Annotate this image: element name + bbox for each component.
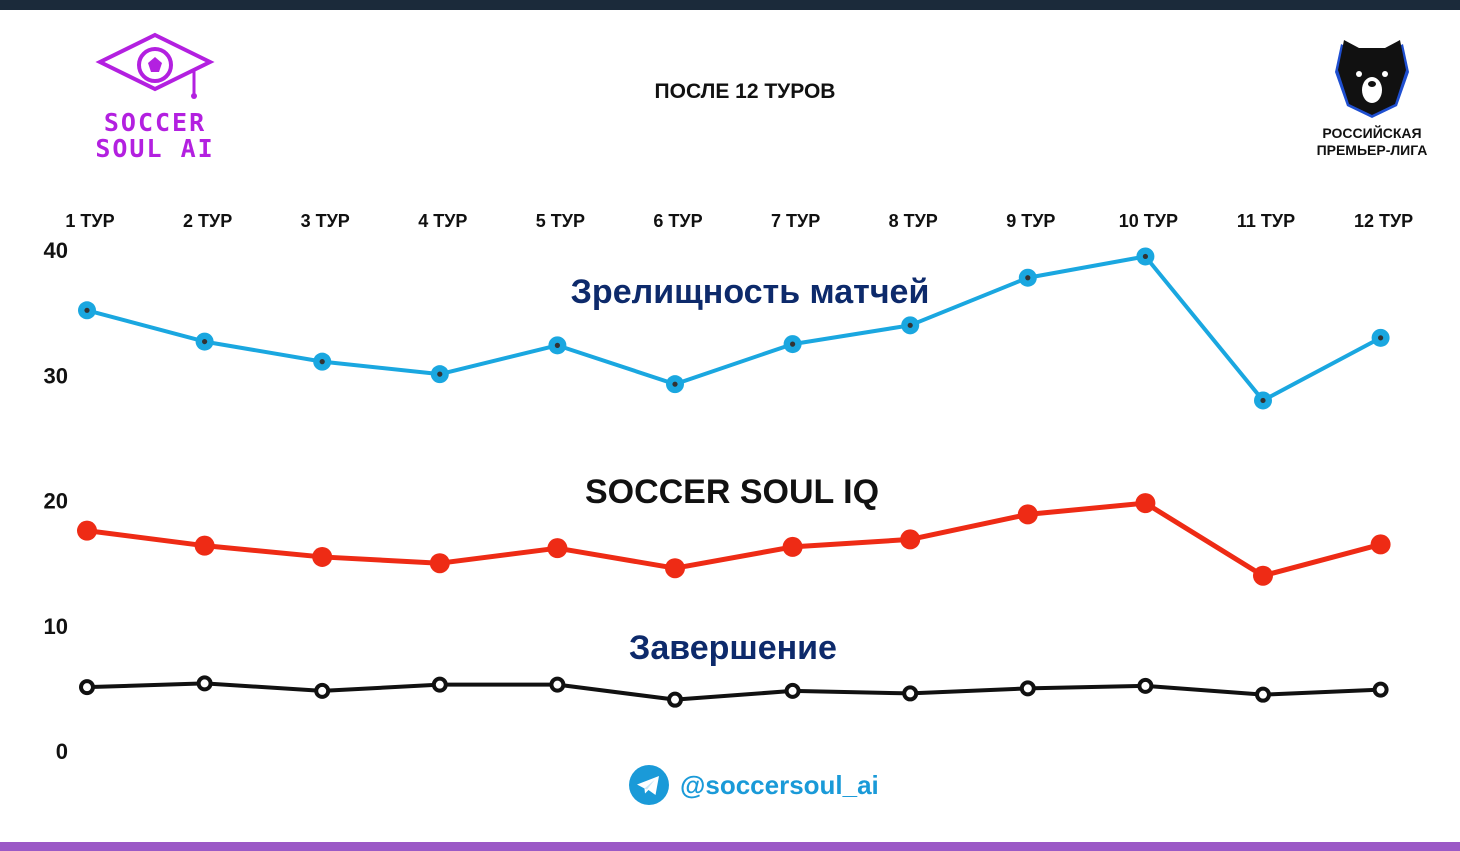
x-tick-label: 8 ТУР <box>889 211 938 231</box>
series-3 <box>79 675 1389 708</box>
x-tick-label: 6 ТУР <box>653 211 702 231</box>
data-point <box>312 546 333 567</box>
data-point <box>1253 565 1273 586</box>
y-tick-label: 40 <box>44 238 68 263</box>
data-point <box>1372 681 1389 698</box>
telegram-icon <box>629 765 669 805</box>
data-point <box>549 676 566 693</box>
x-tick-label: 2 ТУР <box>183 211 232 231</box>
data-point-center <box>319 359 325 365</box>
data-point <box>547 538 568 559</box>
data-point <box>1135 493 1156 514</box>
data-point <box>782 536 803 557</box>
x-tick-label: 1 ТУР <box>65 211 114 231</box>
right-logo-line2: ПРЕМЬЕР-ЛИГА <box>1316 142 1428 158</box>
y-tick-label: 20 <box>44 489 68 514</box>
data-point-center <box>1378 335 1384 341</box>
data-point <box>1137 677 1154 694</box>
page-title: ПОСЛЕ 12 ТУРОВ <box>654 80 836 103</box>
data-point <box>79 679 95 696</box>
data-point <box>1255 686 1271 703</box>
data-point <box>667 691 683 708</box>
graduation-cap-football-icon <box>95 32 215 99</box>
data-point <box>1370 534 1391 555</box>
data-point <box>900 529 921 550</box>
data-point <box>665 558 685 579</box>
x-tick-label: 5 ТУР <box>536 211 585 231</box>
data-point <box>784 682 801 699</box>
soccer-soul-logo: SOCCER SOUL AI <box>80 30 230 165</box>
right-logo-line1: РОССИЙСКАЯ <box>1322 125 1422 141</box>
data-point <box>1019 680 1036 697</box>
series-line <box>86 254 1382 403</box>
bear-head-icon <box>1335 40 1409 118</box>
y-tick-label: 10 <box>44 614 68 639</box>
series-1 <box>78 247 1390 410</box>
y-tick-label: 0 <box>56 739 68 764</box>
series-line <box>86 681 1381 702</box>
y-tick-label: 30 <box>44 363 68 388</box>
y-axis-ticks: 0 10 20 30 40 <box>44 238 68 764</box>
data-point-center <box>907 322 913 328</box>
series-line <box>86 500 1382 579</box>
bottom-bar <box>0 842 1460 851</box>
x-tick-label: 4 ТУР <box>418 211 467 231</box>
x-tick-label: 10 ТУР <box>1119 211 1178 231</box>
data-point-center <box>672 381 678 387</box>
x-tick-label: 3 ТУР <box>301 211 350 231</box>
left-logo-line2: SOUL AI <box>95 134 215 163</box>
data-point <box>1017 504 1038 525</box>
data-point <box>429 553 450 574</box>
series-labels: Зрелищность матчей SOCCER SOUL IQ Завершен… <box>571 273 930 667</box>
data-point-center <box>1260 397 1266 404</box>
x-tick-label: 7 ТУР <box>771 211 820 231</box>
telegram-handle-text: @soccersoul_ai <box>680 770 879 800</box>
line-chart: 1 ТУР 2 ТУР 3 ТУР 4 ТУР 5 ТУР 6 ТУР 7 ТУР 8 ТУР… <box>44 211 1414 764</box>
data-point <box>77 520 97 541</box>
data-point-center <box>1142 253 1148 260</box>
rpl-logo: РОССИЙСКАЯ ПРЕМЬЕР-ЛИГА <box>1300 32 1444 162</box>
data-point-center <box>554 342 561 348</box>
chart-series <box>77 247 1391 708</box>
top-bar <box>0 0 1460 10</box>
x-tick-label: 12 ТУР <box>1354 211 1413 231</box>
x-axis-ticks: 1 ТУР 2 ТУР 3 ТУР 4 ТУР 5 ТУР 6 ТУР 7 ТУР 8 ТУР… <box>65 211 1413 231</box>
data-point <box>314 682 331 699</box>
data-point-center <box>437 371 443 377</box>
data-point-center <box>790 341 796 347</box>
x-tick-label: 9 ТУР <box>1006 211 1055 231</box>
left-logo-line1: SOCCER <box>103 108 207 137</box>
data-point-center <box>84 307 90 313</box>
series-2 <box>77 493 1391 586</box>
data-point <box>902 685 919 702</box>
x-tick-label: 11 ТУР <box>1237 211 1295 231</box>
data-point <box>431 676 448 693</box>
data-point-center <box>1025 275 1031 281</box>
series-label: SOCCER SOUL IQ <box>585 473 879 511</box>
data-point <box>196 675 213 692</box>
data-point <box>194 535 215 556</box>
data-point-center <box>202 338 208 345</box>
series-label: Завершение <box>629 629 837 667</box>
series-label: Зрелищность матчей <box>571 273 930 311</box>
